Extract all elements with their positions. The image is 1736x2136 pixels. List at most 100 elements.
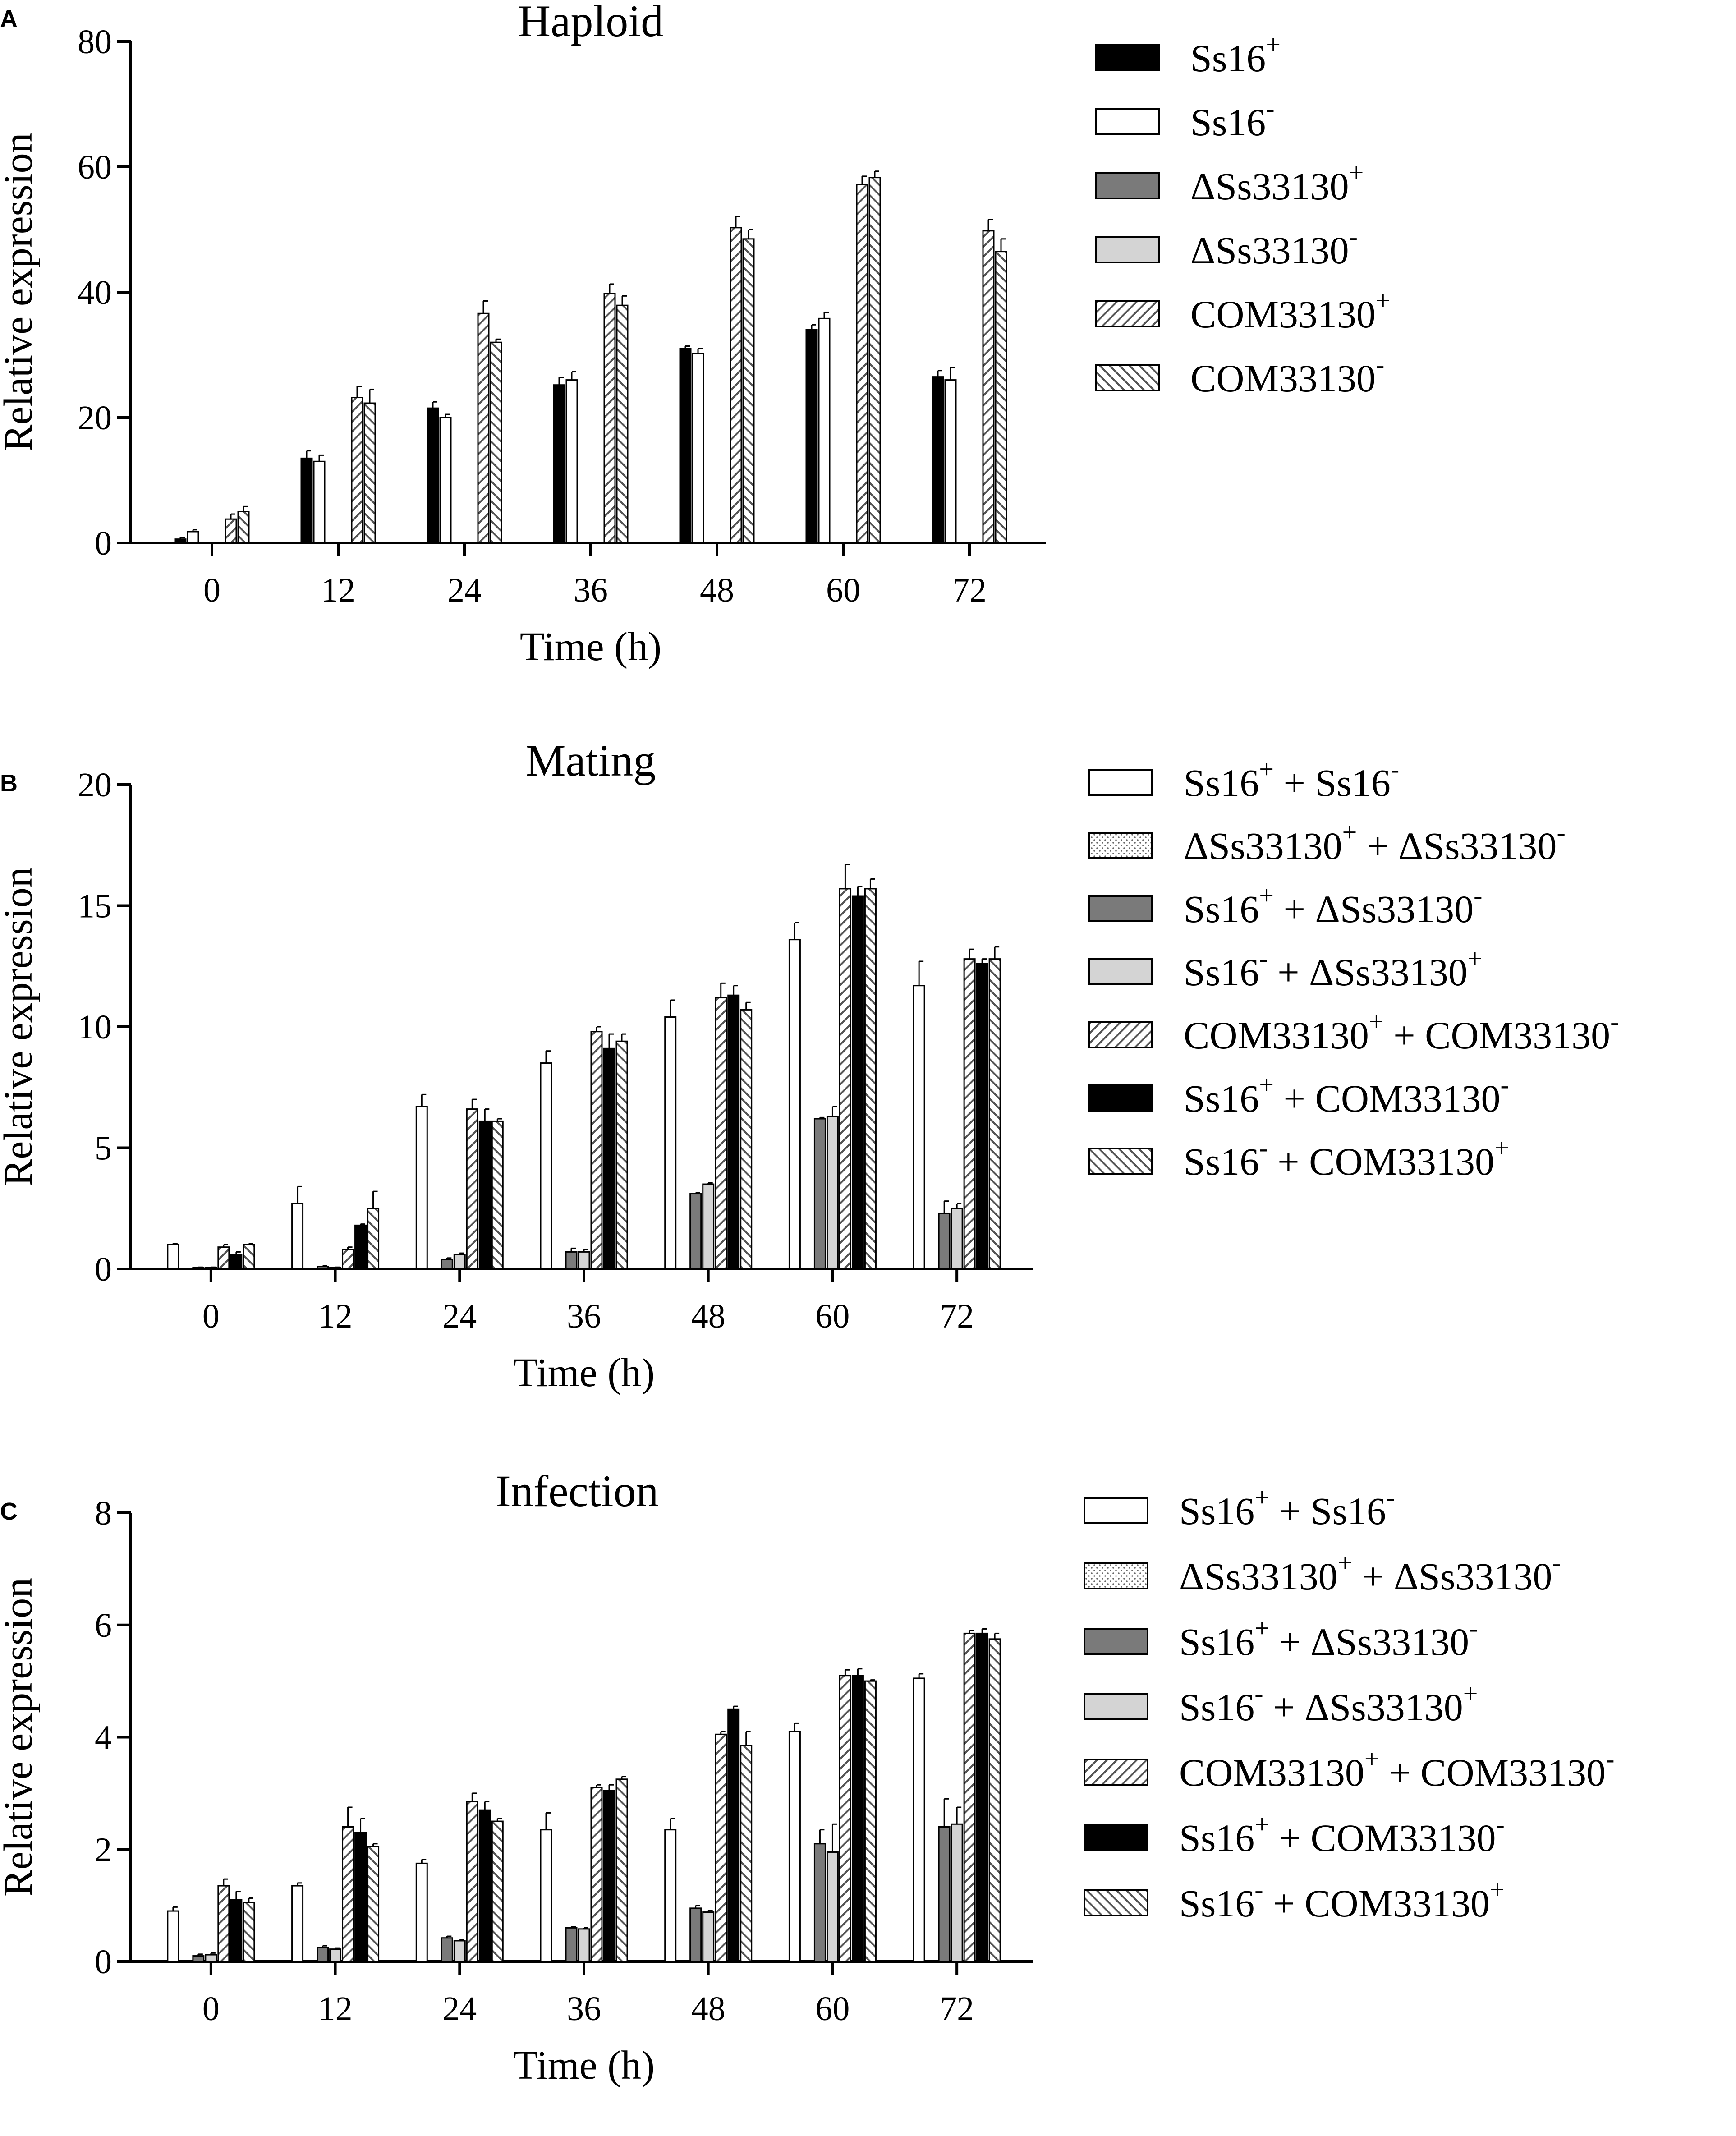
bar bbox=[932, 376, 944, 544]
legend-entry: Ss16+ + ΔSs33130- bbox=[1179, 1613, 1478, 1663]
legend-entry: COM33130+ + COM33130- bbox=[1184, 1007, 1619, 1057]
bar bbox=[243, 1244, 255, 1270]
x-tick-label: 60 bbox=[826, 571, 860, 609]
legend-superscript: + bbox=[1259, 1070, 1274, 1099]
bar bbox=[205, 1954, 217, 1962]
legend-superscript: + bbox=[1254, 1483, 1269, 1512]
bar bbox=[167, 1244, 179, 1270]
y-axis-label: Relative expression bbox=[0, 867, 41, 1186]
bar bbox=[951, 1823, 963, 1962]
legend-superscript: - bbox=[1386, 1483, 1395, 1512]
legend-text: Ss16 bbox=[1179, 1686, 1254, 1729]
legend-text: Ss16 bbox=[1179, 1816, 1254, 1860]
legend-swatch bbox=[1095, 108, 1160, 135]
legend-text: + COM33130 bbox=[1263, 1882, 1490, 1925]
legend-swatch bbox=[1084, 1889, 1148, 1916]
bar bbox=[913, 985, 925, 1270]
legend-text: COM33130 bbox=[1190, 293, 1376, 336]
bar bbox=[856, 184, 868, 544]
legend-text: COM33130 bbox=[1190, 357, 1376, 400]
x-tick-label: 48 bbox=[700, 571, 734, 609]
series-0 bbox=[174, 324, 944, 544]
legend-superscript: - bbox=[1610, 1007, 1619, 1036]
legend-text: Ss16 bbox=[1190, 101, 1266, 144]
x-axis-label: Time (h) bbox=[520, 625, 661, 669]
bar bbox=[913, 1677, 925, 1962]
y-tick-label: 20 bbox=[78, 399, 112, 437]
y-tick-label: 0 bbox=[95, 524, 112, 562]
legend-entry: COM33130+ bbox=[1190, 286, 1391, 336]
bar bbox=[363, 402, 376, 544]
legend-superscript: + bbox=[1364, 1744, 1379, 1773]
legend-superscript: - bbox=[1496, 1810, 1504, 1839]
legend-swatch bbox=[1088, 895, 1153, 922]
x-tick-label: 36 bbox=[574, 571, 608, 609]
legend-text: COM33130 bbox=[1179, 1751, 1364, 1794]
y-tick-label: 8 bbox=[95, 1494, 112, 1532]
bar bbox=[740, 1745, 753, 1962]
bar bbox=[540, 1829, 552, 1962]
bar bbox=[491, 1120, 504, 1270]
bar bbox=[715, 997, 727, 1270]
legend-swatch bbox=[1084, 1562, 1148, 1589]
legend-swatch bbox=[1084, 1693, 1148, 1720]
bar bbox=[951, 1208, 963, 1270]
legend-entry: Ss16- + COM33130+ bbox=[1179, 1875, 1505, 1925]
legend-superscript: - bbox=[1266, 94, 1274, 123]
legend-superscript: + bbox=[1259, 754, 1274, 784]
legend-superscript: + bbox=[1463, 1679, 1478, 1708]
series-4 bbox=[217, 1630, 976, 1962]
y-tick-label: 0 bbox=[95, 1943, 112, 1981]
legend-superscript: - bbox=[1391, 754, 1399, 784]
bar bbox=[826, 1851, 839, 1962]
legend-text: ΔSs33130 bbox=[1190, 229, 1349, 272]
legend-superscript: + bbox=[1266, 30, 1281, 59]
y-tick-label: 2 bbox=[95, 1831, 112, 1869]
y-tick-label: 0 bbox=[95, 1250, 112, 1288]
bar bbox=[851, 1675, 864, 1962]
legend-text: Ss16 bbox=[1179, 1489, 1254, 1533]
series-3 bbox=[205, 1106, 963, 1270]
legend-superscript: - bbox=[1500, 1070, 1509, 1099]
legend-text: + COM33130 bbox=[1384, 1014, 1610, 1057]
bar bbox=[291, 1203, 304, 1270]
y-tick-label: 4 bbox=[95, 1719, 112, 1757]
bar bbox=[740, 1009, 753, 1270]
legend-entry: Ss16- bbox=[1190, 94, 1275, 144]
x-tick-label: 24 bbox=[442, 1990, 477, 2028]
bar bbox=[415, 1106, 428, 1270]
bar bbox=[578, 1928, 590, 1962]
legend-text: Ss16 bbox=[1184, 761, 1259, 804]
series-5 bbox=[230, 1628, 988, 1962]
series-0 bbox=[167, 1673, 925, 1962]
bar bbox=[565, 1927, 578, 1962]
series-2 bbox=[192, 1798, 951, 1962]
series-4 bbox=[217, 864, 976, 1270]
legend-text: Ss16 bbox=[1184, 1140, 1259, 1183]
legend-text: Ss16 bbox=[1179, 1882, 1254, 1925]
bar bbox=[788, 939, 801, 1270]
panel-letter: A bbox=[0, 5, 18, 32]
bar bbox=[490, 341, 502, 544]
bar bbox=[237, 511, 250, 544]
legend-text: + ΔSs33130 bbox=[1269, 1620, 1469, 1663]
legend-swatch bbox=[1088, 832, 1153, 859]
legend-text: + ΔSs33130 bbox=[1268, 951, 1468, 994]
chart-panel-b: B Mating Relative expression Time (h) 0 5 10 15… bbox=[0, 735, 1619, 1395]
bar bbox=[291, 1885, 304, 1962]
bar bbox=[329, 1948, 342, 1962]
series-6 bbox=[243, 878, 1001, 1270]
chart-title: Infection bbox=[496, 1466, 659, 1516]
bar bbox=[491, 1820, 504, 1962]
legend-entry: ΔSs33130+ bbox=[1190, 158, 1364, 208]
chart-title: Mating bbox=[526, 735, 656, 785]
x-tick-label: 0 bbox=[202, 1297, 220, 1335]
legend-text: + COM33130 bbox=[1379, 1751, 1606, 1794]
legend-swatch bbox=[1095, 172, 1160, 199]
legend-swatch bbox=[1095, 236, 1160, 263]
x-tick-label: 48 bbox=[691, 1990, 726, 2028]
bar bbox=[174, 538, 187, 544]
bar bbox=[818, 317, 831, 544]
bar bbox=[441, 1937, 453, 1962]
